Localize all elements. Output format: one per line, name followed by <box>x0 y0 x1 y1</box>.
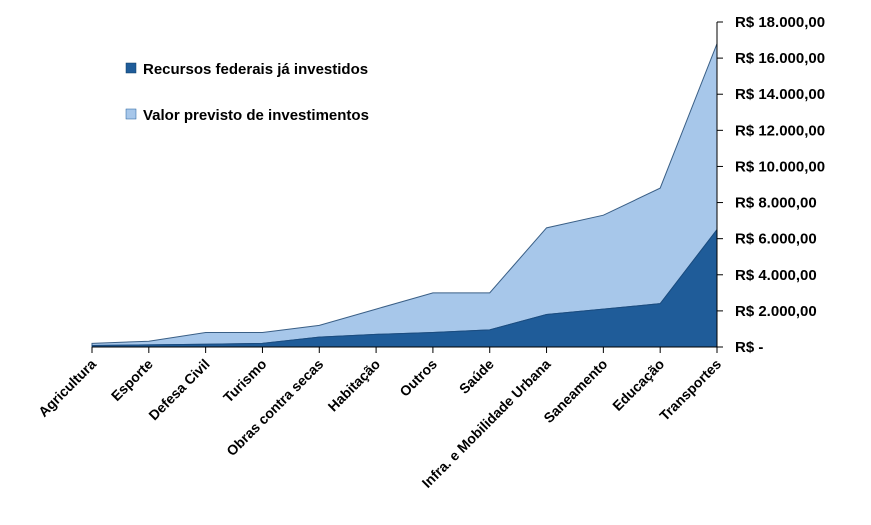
x-category-label: Saúde <box>456 356 497 397</box>
legend-label-invested: Recursos federais já investidos <box>143 61 368 78</box>
series-area-planned <box>91 43 718 347</box>
y-tick-label: R$ 10.000,00 <box>735 158 825 175</box>
legend-label-planned: Valor previsto de investimentos <box>143 107 369 124</box>
x-category-label: Obras contra secas <box>223 356 326 459</box>
x-category-label: Esporte <box>108 356 156 404</box>
legend-swatch-planned <box>125 108 137 120</box>
y-tick-label: R$ 12.000,00 <box>735 122 825 139</box>
x-category-label: Agricultura <box>35 356 99 420</box>
y-tick-label: R$ 4.000,00 <box>735 267 817 284</box>
y-tick-label: R$ 6.000,00 <box>735 231 817 248</box>
y-tick-label: R$ 18.000,00 <box>735 14 825 31</box>
y-tick-label: R$ 16.000,00 <box>735 50 825 67</box>
axes <box>91 22 718 353</box>
legend-swatch-invested <box>125 62 137 74</box>
y-tick-label: R$ 2.000,00 <box>735 303 817 320</box>
legend: Recursos federais já investidos Valor pr… <box>125 61 369 124</box>
x-category-label: Turismo <box>220 356 270 406</box>
x-category-label: Habitação <box>325 356 384 415</box>
series-area-invested <box>91 228 718 348</box>
y-axis-ticks: R$ - R$ 2.000,00 R$ 4.000,00 R$ 6.000,00 R$ … <box>717 14 825 356</box>
x-category-label: Educação <box>609 356 667 414</box>
plot-areas <box>91 43 718 348</box>
x-category-label: Transportes <box>656 356 724 424</box>
y-tick-label: R$ 8.000,00 <box>735 195 817 212</box>
y-tick-label: R$ - <box>735 339 763 356</box>
x-category-label: Outros <box>396 356 440 400</box>
x-category-label: Defesa Civil <box>145 356 212 423</box>
y-tick-label: R$ 14.000,00 <box>735 86 825 103</box>
